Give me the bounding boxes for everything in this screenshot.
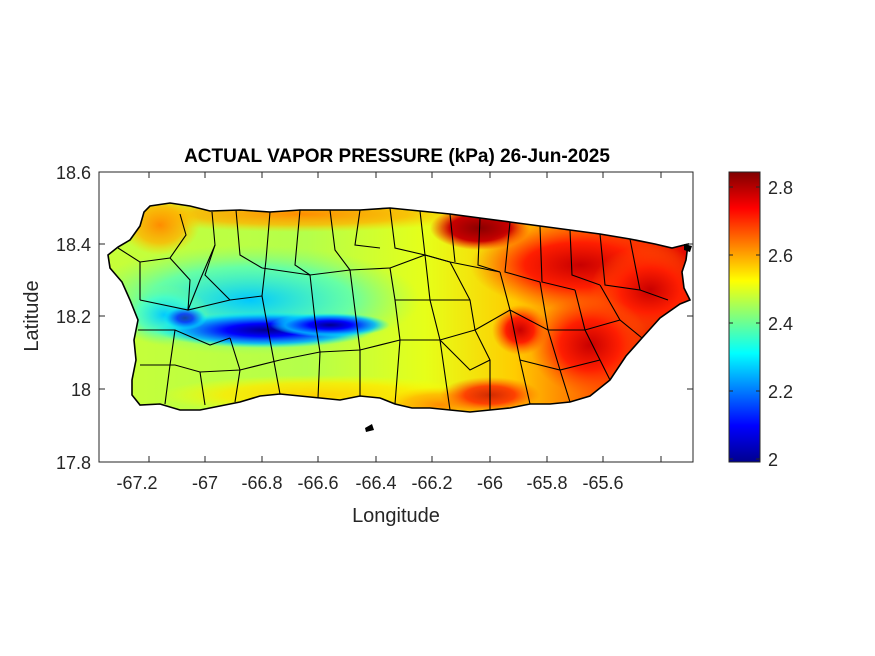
x-axis-label: Longitude (352, 505, 440, 527)
colorbar-tick-label: 2.2 (768, 382, 793, 402)
x-tick-label: -66.2 (411, 473, 452, 493)
colorbar-tick-label: 2 (768, 450, 778, 470)
axis-ticks (99, 171, 693, 463)
y-tick-label: 18 (71, 380, 91, 400)
x-tick-label: -66.4 (355, 473, 396, 493)
map-axes: -67.2 -67 -66.8 -66.6 -66.4 -66.2 -66 -6… (21, 163, 694, 527)
x-tick-label: -67 (192, 473, 218, 493)
colorbar-tick-label: 2.4 (768, 314, 793, 334)
colorbar-gradient (728, 171, 761, 463)
chart-title: ACTUAL VAPOR PRESSURE (kPa) 26-Jun-2025 (184, 146, 610, 167)
y-tick-label: 18.4 (56, 235, 91, 255)
x-tick-label: -67.2 (116, 473, 157, 493)
x-tick-label: -65.6 (582, 473, 623, 493)
x-tick-label: -65.8 (526, 473, 567, 493)
vapor-pressure-field (108, 203, 690, 412)
eastern-islet (684, 244, 692, 252)
caja-de-muertos-island (365, 424, 374, 432)
colorbar-tick-label: 2.8 (768, 178, 793, 198)
colorbar-tick-label: 2.6 (768, 246, 793, 266)
y-tick-label: 18.6 (56, 163, 91, 183)
x-tick-label: -66 (477, 473, 503, 493)
y-tick-label: 18.2 (56, 307, 91, 327)
y-axis-label: Latitude (21, 280, 43, 351)
municipal-boundaries (117, 207, 669, 411)
x-tick-label: -66.8 (241, 473, 282, 493)
colorbar: 2.8 2.6 2.4 2.2 2 (728, 171, 793, 470)
y-tick-label: 17.8 (56, 453, 91, 473)
x-tick-label: -66.6 (297, 473, 338, 493)
